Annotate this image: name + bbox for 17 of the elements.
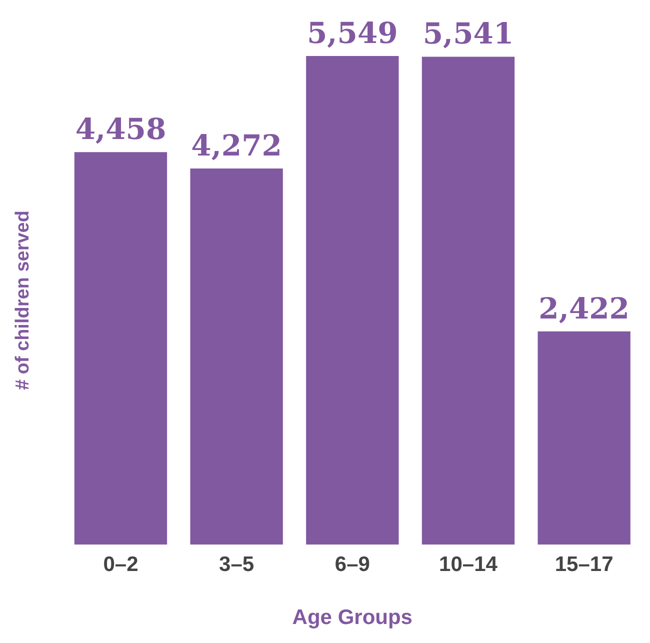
x-tick-label: 3–5 xyxy=(219,552,254,576)
x-tick-label: 10–14 xyxy=(439,552,498,576)
x-axis-title: Age Groups xyxy=(292,606,412,630)
x-tick-label: 0–2 xyxy=(103,552,138,576)
data-label: 4,272 xyxy=(191,128,282,162)
bar xyxy=(190,168,283,545)
data-label: 4,458 xyxy=(75,112,166,146)
data-label: 5,549 xyxy=(306,16,398,50)
x-tick-label: 15–17 xyxy=(554,552,614,576)
data-label: 5,541 xyxy=(422,16,514,51)
bar xyxy=(306,56,399,545)
x-tick-label: 6–9 xyxy=(334,552,370,576)
data-label: 2,422 xyxy=(538,291,630,326)
bar xyxy=(74,152,168,545)
bar xyxy=(422,56,515,545)
y-axis-title: # of children served xyxy=(12,210,34,390)
bar xyxy=(538,331,630,545)
